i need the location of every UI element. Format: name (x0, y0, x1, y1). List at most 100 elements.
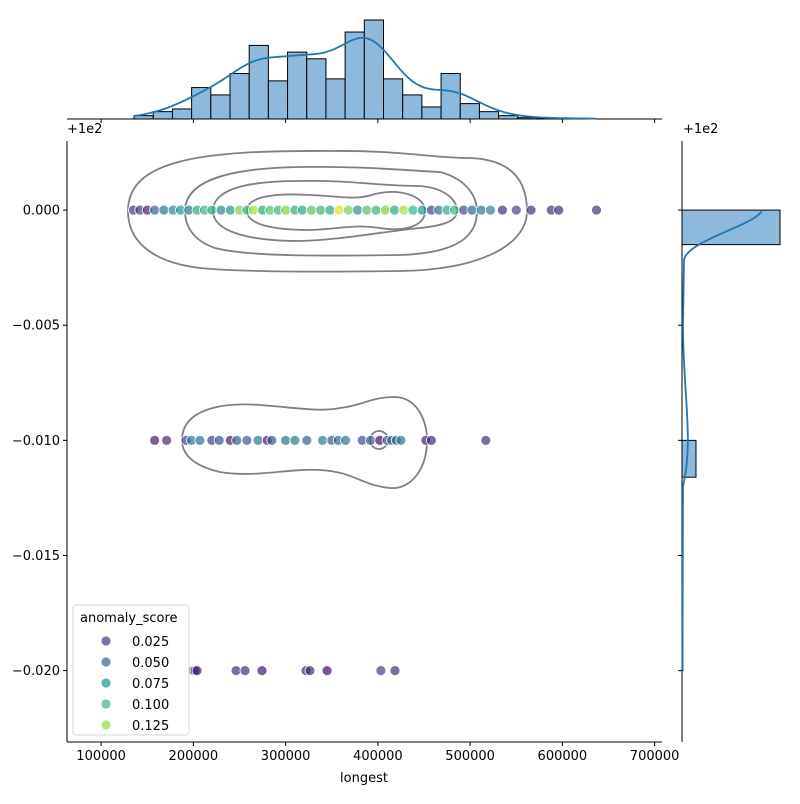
y-tick-label: −0.015 (12, 549, 60, 564)
scatter-point (485, 204, 496, 216)
scatter-point (416, 204, 428, 216)
scatter-point (191, 665, 203, 677)
scatter-point (317, 434, 328, 446)
scatter-point (375, 665, 387, 677)
scatter-point (230, 665, 242, 677)
x-tick-label: 700000 (630, 749, 680, 764)
scatter-point (449, 204, 460, 216)
x-histogram-bar (517, 117, 538, 120)
scatter-point (224, 204, 236, 216)
scatter-point (213, 434, 225, 446)
legend-label: 0.025 (132, 635, 169, 650)
y-tick-label: −0.010 (12, 434, 60, 449)
scatter-point (342, 204, 354, 216)
scatter-point (379, 204, 391, 216)
scatter-point (280, 204, 292, 216)
scatter-point (280, 434, 292, 446)
scatter-point (340, 434, 351, 446)
scatter-point (466, 204, 478, 216)
scatter-point (215, 204, 227, 216)
y-offset-label: +1e2 (67, 122, 102, 137)
x-tick-label: 300000 (261, 749, 311, 764)
legend-title: anomaly_score (80, 611, 178, 626)
scatter-point (425, 434, 437, 446)
x-histogram-bar (306, 58, 327, 120)
x-histogram-bar (498, 115, 519, 120)
scatter-point (321, 665, 333, 677)
x-histogram-bar (229, 73, 250, 120)
x-marginal-histogram (67, 19, 662, 120)
scatter-point (306, 204, 317, 216)
scatter-point (161, 434, 173, 446)
x-histogram-bar (440, 73, 461, 120)
x-histogram-bar (248, 44, 269, 120)
scatter-point (252, 434, 264, 446)
scatter-point (370, 204, 382, 216)
x-axis-label: longest (340, 771, 388, 786)
scatter-point (497, 204, 508, 216)
axes: 100000 200000 300000 400000 500000 600000 7000… (12, 119, 682, 764)
x-histogram-bar (287, 51, 308, 120)
scatter-point (194, 434, 206, 446)
x-histogram-bar (363, 19, 385, 120)
scatter-point (206, 204, 218, 216)
scatter-point (525, 204, 537, 216)
scatter-point (296, 204, 308, 216)
legend-label: 0.100 (132, 698, 169, 713)
scatter-point (266, 434, 278, 446)
scatter-point (301, 434, 313, 446)
x-histogram-bar (152, 111, 173, 120)
scatter-point (289, 434, 301, 446)
scatter-point (247, 204, 259, 216)
scatter-point (361, 204, 373, 216)
x-tick-label: 600000 (538, 749, 588, 764)
x-histogram-bar (402, 94, 423, 120)
legend-marker (100, 719, 112, 731)
scatter-point (591, 204, 602, 216)
right-marginal-offset-label: +1e2 (683, 122, 718, 137)
y-histogram-bar (681, 439, 697, 478)
x-histogram-bar (210, 94, 231, 120)
x-histogram-bar (478, 111, 500, 120)
x-histogram-bar (383, 78, 404, 120)
legend-marker (100, 656, 112, 668)
x-histogram-bar (344, 31, 365, 120)
scatter-point (389, 665, 401, 677)
scatter-point (407, 204, 419, 216)
scatter-point (352, 204, 363, 216)
x-tick-label: 500000 (445, 749, 495, 764)
legend-label: 0.050 (132, 656, 169, 671)
scatter-point (324, 204, 336, 216)
scatter-points (128, 204, 602, 677)
scatter-point (149, 434, 161, 446)
x-histogram-bar (171, 108, 193, 120)
y-tick-label: −0.005 (12, 319, 60, 334)
scatter-point (553, 204, 565, 216)
scatter-point (398, 204, 410, 216)
x-tick-label: 100000 (76, 749, 126, 764)
x-tick-label: 400000 (353, 749, 403, 764)
legend: anomaly_score 0.025 0.050 0.075 0.100 0.125 (72, 604, 190, 736)
scatter-point (333, 204, 345, 216)
y-marginal-histogram (681, 141, 781, 742)
x-kde-line (133, 36, 596, 120)
legend-marker (100, 698, 112, 710)
scatter-point (480, 434, 492, 446)
x-histogram-bar (267, 80, 289, 120)
scatter-point (241, 434, 253, 446)
legend-label: 0.125 (132, 719, 169, 734)
y-tick-label: 0.000 (23, 204, 60, 219)
x-histogram-bar (421, 106, 442, 120)
y-tick-label: −0.020 (12, 664, 60, 679)
scatter-point (395, 434, 407, 446)
y-kde-line (681, 209, 763, 671)
scatter-point (315, 204, 327, 216)
legend-label: 0.075 (132, 677, 169, 692)
scatter-point (149, 204, 161, 216)
x-histogram-bar (459, 103, 480, 120)
y-histogram-bar (681, 209, 781, 246)
scatter-point (365, 434, 376, 446)
scatter-point (239, 665, 251, 677)
